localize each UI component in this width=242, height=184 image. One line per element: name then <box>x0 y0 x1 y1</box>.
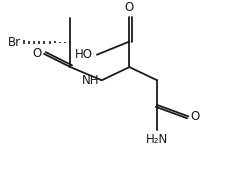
Text: Br: Br <box>8 36 21 49</box>
Text: HO: HO <box>75 48 93 61</box>
Text: O: O <box>191 110 200 123</box>
Text: NH: NH <box>82 74 99 87</box>
Text: O: O <box>32 47 42 60</box>
Text: O: O <box>125 1 134 14</box>
Text: H₂N: H₂N <box>146 133 168 146</box>
